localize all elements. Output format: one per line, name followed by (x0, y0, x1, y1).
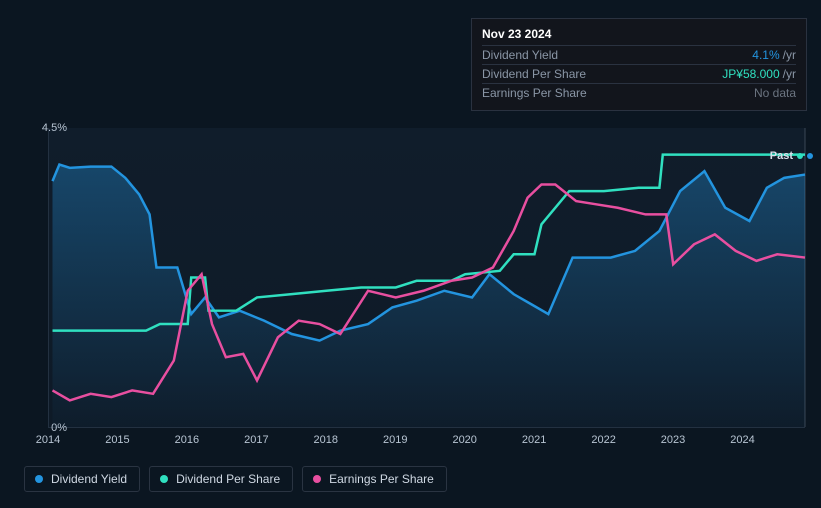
past-label: Past (770, 150, 813, 162)
chart-svg (49, 128, 805, 427)
tooltip-value: No data (754, 86, 796, 100)
x-axis-label: 2021 (522, 434, 546, 446)
x-axis-label: 2017 (244, 434, 268, 446)
tooltip-row-yield: Dividend Yield 4.1% /yr (482, 45, 796, 64)
legend-label: Dividend Per Share (176, 472, 280, 486)
tooltip-row-dps: Dividend Per Share JP¥58.000/yr (482, 64, 796, 83)
tooltip-value-unit: /yr (783, 48, 796, 62)
y-axis-label: 4.5% (42, 122, 67, 134)
x-axis-label: 2023 (661, 434, 685, 446)
tooltip-date: Nov 23 2024 (482, 25, 796, 45)
tooltip-value-num: JP¥58.000 (722, 67, 779, 81)
hover-tooltip: Nov 23 2024 Dividend Yield 4.1% /yr Divid… (471, 18, 807, 111)
legend-item-eps[interactable]: Earnings Per Share (302, 466, 447, 492)
past-dot-dps (797, 153, 803, 159)
past-dot-yield (807, 153, 813, 159)
tooltip-value-unit: /yr (783, 67, 796, 81)
plot-area[interactable]: Past (48, 128, 805, 428)
legend-item-dps[interactable]: Dividend Per Share (149, 466, 293, 492)
past-label-text: Past (770, 150, 793, 162)
tooltip-label: Dividend Yield (482, 48, 558, 62)
x-axis-label: 2018 (314, 434, 338, 446)
legend-dot (160, 475, 168, 483)
dividend-chart[interactable]: Past 4.5% 0% 2014 2015 2016 2017 2018 2019 2020… (24, 108, 805, 468)
x-axis-label: 2022 (591, 434, 615, 446)
legend-item-yield[interactable]: Dividend Yield (24, 466, 140, 492)
tooltip-label: Earnings Per Share (482, 86, 587, 100)
tooltip-value: JP¥58.000/yr (722, 67, 796, 81)
tooltip-value: 4.1% /yr (752, 48, 796, 62)
legend-label: Earnings Per Share (329, 472, 434, 486)
x-axis-label: 2015 (105, 434, 129, 446)
x-axis-label: 2014 (36, 434, 60, 446)
x-axis-label: 2016 (175, 434, 199, 446)
y-axis-label: 0% (51, 422, 67, 434)
legend-dot (313, 475, 321, 483)
tooltip-row-eps: Earnings Per Share No data (482, 83, 796, 102)
legend-dot (35, 475, 43, 483)
legend: Dividend Yield Dividend Per Share Earnin… (24, 466, 447, 492)
x-axis-label: 2024 (730, 434, 754, 446)
x-axis-label: 2020 (452, 434, 476, 446)
x-axis-label: 2019 (383, 434, 407, 446)
tooltip-value-num: 4.1% (752, 48, 779, 62)
tooltip-label: Dividend Per Share (482, 67, 586, 81)
legend-label: Dividend Yield (51, 472, 127, 486)
